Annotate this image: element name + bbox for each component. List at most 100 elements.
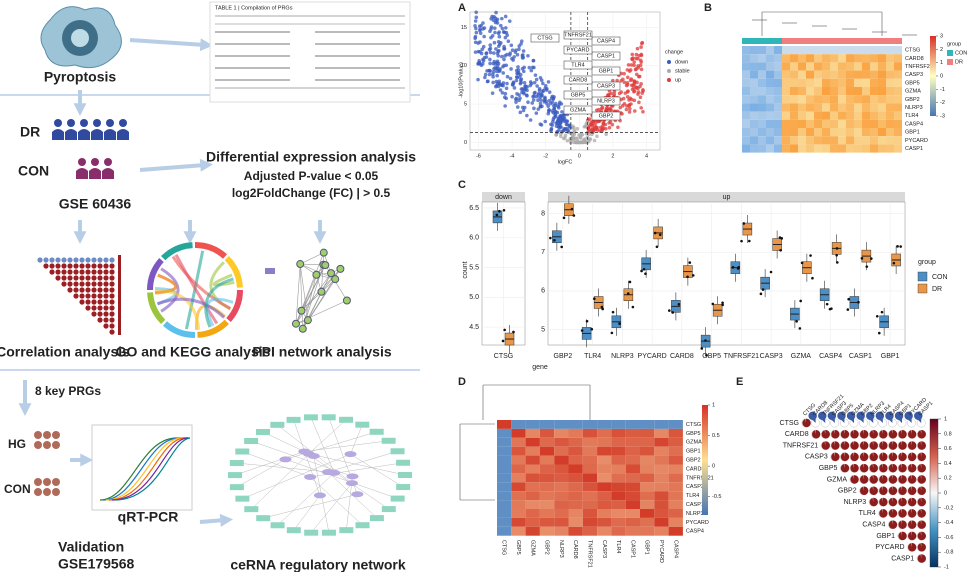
person-body xyxy=(76,168,88,179)
heat-cell xyxy=(846,54,854,63)
volcano-point xyxy=(521,49,526,53)
volcano-point xyxy=(539,123,544,127)
volcano-point xyxy=(533,73,538,77)
heat-cell xyxy=(758,144,766,153)
heat-cell xyxy=(582,517,598,527)
volcano-point xyxy=(554,121,559,126)
heat-cell xyxy=(597,464,612,474)
cerna-node xyxy=(328,469,341,476)
heat-cell xyxy=(798,136,806,145)
table-title: TABLE 1 | Compilation of PRGs xyxy=(215,5,293,11)
cerna-edge xyxy=(308,419,347,455)
heat-cell xyxy=(806,46,814,55)
heat-cell xyxy=(654,517,669,527)
volcano-point xyxy=(514,78,519,83)
corr-dot xyxy=(103,299,109,305)
colorbar-label: 0.8 xyxy=(944,431,952,437)
person-body xyxy=(52,129,64,140)
corr-pie xyxy=(917,509,926,518)
volcano-point xyxy=(637,53,641,58)
volcano-point xyxy=(515,52,520,57)
heat-cell xyxy=(790,136,798,145)
jitter-point xyxy=(677,303,681,306)
y-tick-label: 6.5 xyxy=(469,205,479,212)
heat-cell xyxy=(878,62,886,71)
heat-cell xyxy=(597,526,612,536)
heat-cell xyxy=(766,87,774,96)
heat-cell xyxy=(790,62,798,71)
volcano-point xyxy=(496,39,501,44)
heat-cell xyxy=(654,464,669,474)
heat-cell xyxy=(568,428,583,438)
gene-tag xyxy=(591,36,621,46)
heat-cell xyxy=(862,144,870,153)
workflow-label: Correlation analysis xyxy=(0,344,130,360)
chord-arc xyxy=(226,289,243,323)
heat-cell xyxy=(611,482,626,492)
gene-tag xyxy=(563,45,593,55)
corr-pie xyxy=(907,531,917,541)
volcano-point xyxy=(500,16,504,21)
colorbar-label: -0.2 xyxy=(944,505,953,511)
jitter-point xyxy=(686,275,689,279)
corr-dot xyxy=(103,257,109,263)
heat-cell xyxy=(525,420,540,429)
row-label: CARD8 xyxy=(905,56,924,62)
volcano-point xyxy=(503,14,508,19)
corr-dot xyxy=(55,275,61,281)
heat-cell xyxy=(878,95,886,104)
jitter-point xyxy=(593,297,596,301)
y-tick-label: 5.0 xyxy=(469,294,479,301)
person-head xyxy=(78,158,86,166)
table-frame xyxy=(209,1,411,103)
volcano-point xyxy=(593,121,598,125)
row-label: CTSG xyxy=(905,48,920,54)
gene-tag xyxy=(591,81,621,91)
heat-cell xyxy=(742,70,750,79)
corr-dot xyxy=(97,311,103,317)
heat-cell xyxy=(554,517,569,527)
cell xyxy=(52,431,60,439)
heat-cell xyxy=(838,103,846,112)
colorbar-label: -2 xyxy=(940,100,945,106)
row-label: GBP5 xyxy=(686,431,701,437)
heat-cell xyxy=(854,136,862,145)
volcano-point xyxy=(618,105,623,110)
corr-dot xyxy=(97,293,103,299)
heat-cell xyxy=(497,420,512,429)
cerna-node xyxy=(369,515,384,522)
gene-label: CTSG xyxy=(537,35,552,41)
heat-cell xyxy=(814,46,822,55)
volcano-point xyxy=(565,119,570,123)
volcano-point xyxy=(497,79,502,84)
legend-title: group xyxy=(918,259,936,266)
corr-dot xyxy=(79,293,85,299)
heat-cell xyxy=(790,95,798,104)
heat-cell xyxy=(862,46,870,55)
heat-cell xyxy=(539,473,555,483)
heat-cell xyxy=(894,119,902,128)
heat-cell xyxy=(822,54,830,63)
y-tick-label: 5.5 xyxy=(469,264,479,271)
volcano-point xyxy=(503,35,508,40)
heat-cell xyxy=(511,491,526,501)
heat-cell xyxy=(640,437,655,447)
corr-pie xyxy=(802,418,811,428)
heat-cell xyxy=(582,482,598,492)
corr-pie xyxy=(818,411,827,423)
corr-dot xyxy=(85,299,91,305)
volcano-point xyxy=(552,106,556,111)
volcano-point xyxy=(549,127,554,132)
workflow-label: log2FoldChange (FC) | > 0.5 xyxy=(232,186,391,200)
corr-dot xyxy=(85,257,91,263)
corr-pie xyxy=(888,463,898,473)
cerna-node xyxy=(270,522,285,529)
group-bar xyxy=(886,38,894,44)
volcano-point xyxy=(503,54,507,58)
heat-cell xyxy=(798,103,806,112)
heat-cell xyxy=(511,526,526,536)
colorbar-label: -0.5 xyxy=(712,494,721,500)
corr-dot xyxy=(55,263,61,269)
heat-cell xyxy=(525,517,540,527)
jitter-point xyxy=(799,299,802,303)
